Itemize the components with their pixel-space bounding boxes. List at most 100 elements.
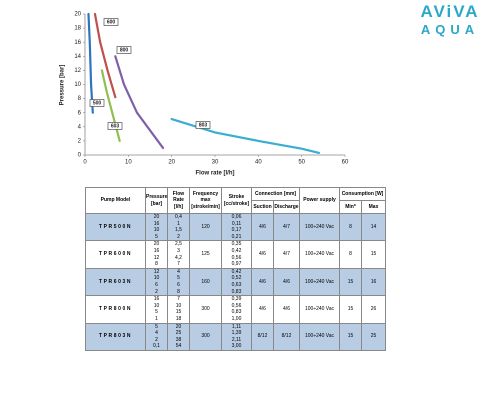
cell-line: 54 <box>175 343 182 350</box>
cell-line: 0,52 <box>231 275 242 282</box>
cell-discharge: 8/12 <box>272 322 301 351</box>
header-cell: Stroke [cc/stroke] <box>221 187 252 214</box>
cell-line: 8 <box>155 261 158 268</box>
cell-max: 25 <box>361 322 387 351</box>
cell-min: 8 <box>339 212 363 242</box>
cell-line: 20 <box>153 241 160 248</box>
header-cell: Flow Rate [l/h] <box>167 187 190 214</box>
cell-line: 0,83 <box>231 288 242 295</box>
y-axis-label: Pressure [bar] <box>60 65 66 106</box>
cell-min: 15 <box>339 267 363 297</box>
y-tick-label: 4 <box>78 124 82 130</box>
cell-line: 0,1 <box>153 343 160 350</box>
series-line <box>114 55 165 150</box>
subheader-cell: Max <box>361 200 387 214</box>
cell-stroke: 0,39 0,56 0,83 1,00 <box>221 295 252 324</box>
series-label: 800 <box>120 47 129 53</box>
cell-line: 0,39 <box>231 296 242 303</box>
cell-line: 0,17 <box>231 227 242 234</box>
cell-line: 0,97 <box>231 261 242 268</box>
cell-suction: 4/6 <box>251 212 274 242</box>
cell-line: 5 <box>155 309 158 316</box>
cell-stroke: 0,06 0,11 0,17 0,21 <box>221 212 252 242</box>
cell-line: 18 <box>175 315 182 322</box>
series-label: 500 <box>93 100 102 106</box>
cell-line: 12 <box>153 268 160 275</box>
y-tick-label: 10 <box>74 82 81 88</box>
series-line <box>170 117 321 154</box>
cell-line: 5 <box>177 275 180 282</box>
chart: Flow rate [l/h] Pressure [bar] 0 2 4 6 8 10 12… <box>60 12 349 177</box>
cell-freq: 120 <box>189 212 222 242</box>
cell-model: TPR800N <box>85 295 146 324</box>
cell-line: 1,11 <box>231 323 242 330</box>
cell-power: 100÷240 Vac <box>299 295 341 324</box>
x-tick-label: 60 <box>342 160 349 166</box>
cell-line: 12 <box>153 254 160 261</box>
cell-flow: 2,5 3 4,2 7 <box>167 240 190 269</box>
cell-line: 2 <box>177 233 180 240</box>
cell-line: 10 <box>153 275 160 282</box>
y-tick-label: 18 <box>74 26 81 32</box>
cell-line: 1 <box>177 220 180 227</box>
cell-suction: 4/6 <box>251 240 274 269</box>
logo: AViVA AQUA <box>405 2 495 37</box>
cell-line: 0,11 <box>231 220 242 227</box>
series-line <box>93 12 117 99</box>
cell-line: 0,35 <box>231 241 242 248</box>
y-tick-label: 14 <box>74 54 81 60</box>
cell-line: 1,5 <box>175 227 182 234</box>
cell-min: 8 <box>339 240 363 269</box>
y-tick-label: 6 <box>78 110 82 116</box>
table-row: TPR803N 5 4 2 0,1 20 25 38 54 300 1,11 1,39 2,11 3,00… <box>85 322 387 351</box>
series-label-box <box>107 122 123 130</box>
series-line <box>87 12 94 114</box>
x-tick-label: 0 <box>83 160 87 166</box>
cell-power: 100÷240 Vac <box>299 267 341 297</box>
series-label-box <box>195 121 211 129</box>
y-tick-label: 0 <box>78 153 82 159</box>
cell-freq: 125 <box>189 240 222 269</box>
series-label-box <box>89 99 105 107</box>
cell-line: 0,56 <box>231 302 242 309</box>
cell-line: 2 <box>155 288 158 295</box>
cell-suction: 4/6 <box>251 267 274 297</box>
cell-line: 7 <box>177 261 180 268</box>
cell-line: 1,00 <box>231 315 242 322</box>
cell-pressure: 20 16 12 8 <box>145 240 168 269</box>
header-cell: Connection [mm] <box>250 187 301 201</box>
cell-line: 0,83 <box>231 309 242 316</box>
cell-max: 15 <box>361 240 387 269</box>
cell-discharge: 4/7 <box>272 212 301 242</box>
x-tick-label: 40 <box>255 160 262 166</box>
cell-freq: 160 <box>189 267 222 297</box>
cell-min: 15 <box>339 322 363 351</box>
cell-line: 4,2 <box>175 254 182 261</box>
x-tick-label: 30 <box>212 160 219 166</box>
cell-line: 6 <box>155 281 158 288</box>
cell-line: 2 <box>155 336 158 343</box>
cell-pressure: 20 16 10 5 <box>145 212 168 242</box>
header-cell: Frequency max [stroke/min] <box>189 187 222 214</box>
cell-line: 25 <box>175 330 182 337</box>
cell-line: 0,56 <box>231 254 242 261</box>
y-tick-label: 20 <box>74 12 81 18</box>
subheader-cell: Discharge <box>272 200 301 214</box>
series-label: 803 <box>199 122 208 128</box>
cell-max: 26 <box>361 295 387 324</box>
cell-line: 7 <box>177 296 180 303</box>
cell-line: 16 <box>153 296 160 303</box>
subheader-cell: Min* <box>339 200 363 214</box>
series-label-box <box>116 46 132 54</box>
cell-model: TPR803N <box>85 322 146 351</box>
cell-line: 38 <box>175 336 182 343</box>
cell-line: 8 <box>177 288 180 295</box>
table-row: TPR500N 20 16 10 5 0,4 1 1,5 2 120 0,06 0,11 0,17 0,2… <box>85 212 387 242</box>
x-tick-label: 50 <box>298 160 305 166</box>
cell-model: TPR500N <box>85 212 146 242</box>
cell-line: 10 <box>153 302 160 309</box>
cell-stroke: 0,35 0,42 0,56 0,97 <box>221 240 252 269</box>
cell-line: 3 <box>177 247 180 254</box>
